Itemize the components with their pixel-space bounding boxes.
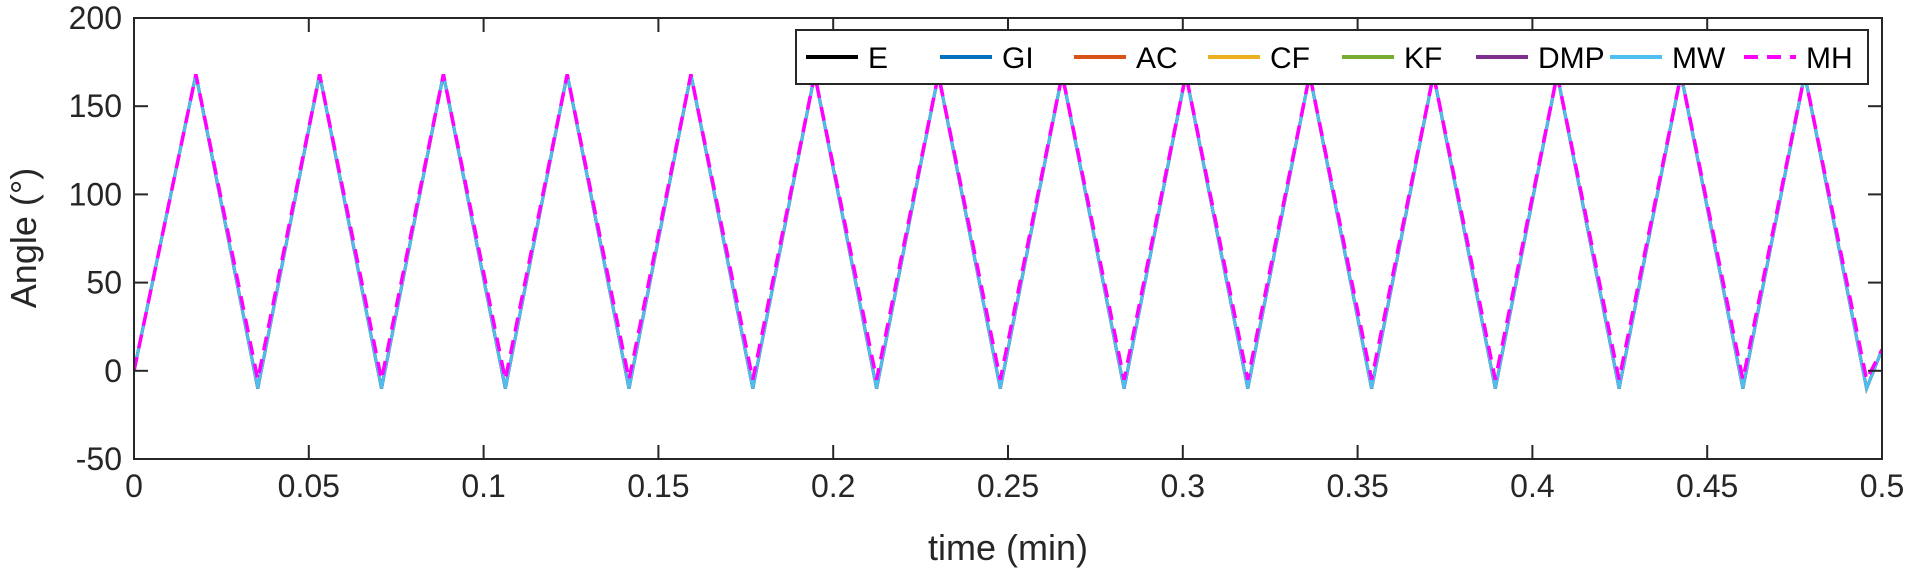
- x-tick-label: 0.05: [278, 468, 340, 504]
- legend-label-ac: AC: [1136, 42, 1178, 75]
- y-tick-label: 200: [69, 0, 122, 36]
- axes-layer: 0 0.05 0.1 0.15 0.2 0.25 0.3 0.35 0.4 0.45 0.5-500…: [69, 0, 1905, 504]
- series-line-ac: [134, 74, 1882, 394]
- legend-label-mw: MW: [1672, 42, 1726, 75]
- y-tick-label: 150: [69, 88, 122, 124]
- x-tick-label: 0.15: [627, 468, 689, 504]
- x-tick-label: 0.1: [461, 468, 505, 504]
- series-layer: [134, 74, 1882, 394]
- legend-label-gi: GI: [1002, 42, 1034, 75]
- y-tick-label: 100: [69, 176, 122, 212]
- x-tick-label: 0.35: [1326, 468, 1388, 504]
- x-tick-label: 0.3: [1161, 468, 1205, 504]
- x-tick-label: 0.45: [1676, 468, 1738, 504]
- series-line-dmp: [134, 74, 1882, 394]
- y-tick-label: 0: [104, 353, 122, 389]
- series-line-kf: [134, 74, 1882, 394]
- series-line-mw: [134, 74, 1882, 394]
- x-tick-label: 0.2: [811, 468, 855, 504]
- x-axis-title: time (min): [928, 527, 1088, 568]
- legend-label-kf: KF: [1404, 42, 1442, 75]
- legend: E GI AC CF KF DMP MW MH: [795, 29, 1869, 85]
- y-tick-label: 50: [86, 265, 122, 301]
- y-axis-title: Angle (°): [3, 168, 44, 308]
- x-tick-label: 0.5: [1860, 468, 1904, 504]
- x-tick-label: 0.25: [977, 468, 1039, 504]
- series-line-cf: [134, 74, 1882, 394]
- y-tick-label: -50: [76, 441, 122, 477]
- x-tick-label: 0: [125, 468, 143, 504]
- legend-label-dmp: DMP: [1538, 42, 1605, 75]
- x-tick-label: 0.4: [1510, 468, 1554, 504]
- legend-label-cf: CF: [1270, 42, 1310, 75]
- series-line-gi: [134, 74, 1882, 394]
- series-line-mh: [134, 74, 1882, 385]
- series-line-e: [134, 74, 1882, 394]
- legend-label-e: E: [868, 42, 888, 75]
- legend-label-mh: MH: [1806, 42, 1853, 75]
